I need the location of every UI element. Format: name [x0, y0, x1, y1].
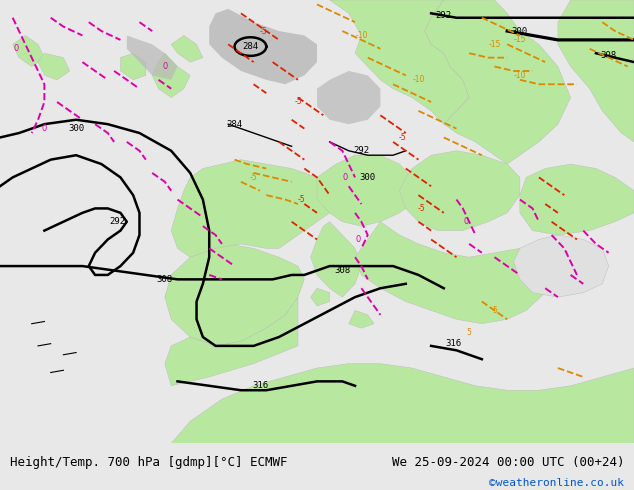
- Text: 300: 300: [512, 26, 528, 36]
- Polygon shape: [38, 53, 70, 80]
- Polygon shape: [317, 155, 418, 226]
- Text: ©weatheronline.co.uk: ©weatheronline.co.uk: [489, 478, 624, 488]
- Polygon shape: [317, 71, 380, 124]
- Text: 316: 316: [445, 339, 462, 348]
- Polygon shape: [514, 235, 609, 297]
- Text: -5: -5: [297, 195, 305, 204]
- Polygon shape: [311, 288, 330, 306]
- Text: 292: 292: [109, 217, 126, 226]
- Text: 0: 0: [162, 62, 167, 71]
- Text: -5: -5: [294, 98, 302, 106]
- Polygon shape: [165, 244, 304, 346]
- Text: 0: 0: [343, 173, 348, 182]
- Text: -5: -5: [250, 173, 257, 182]
- Text: 292: 292: [353, 147, 370, 155]
- Polygon shape: [171, 160, 336, 257]
- Text: 284: 284: [242, 42, 259, 51]
- Polygon shape: [520, 164, 634, 235]
- Polygon shape: [171, 35, 203, 62]
- Text: -5: -5: [259, 26, 267, 36]
- Text: 0: 0: [463, 217, 469, 226]
- Text: 300: 300: [68, 124, 84, 133]
- Text: 292: 292: [436, 11, 452, 20]
- Text: -10: -10: [355, 31, 368, 40]
- Text: 308: 308: [600, 51, 617, 60]
- Text: We 25-09-2024 00:00 UTC (00+24): We 25-09-2024 00:00 UTC (00+24): [392, 457, 624, 469]
- Polygon shape: [330, 0, 469, 124]
- Polygon shape: [127, 35, 178, 80]
- Polygon shape: [209, 9, 317, 84]
- Text: 0: 0: [42, 124, 47, 133]
- Text: 308: 308: [334, 266, 351, 275]
- Polygon shape: [165, 297, 298, 386]
- Polygon shape: [425, 0, 571, 164]
- Text: 308: 308: [157, 275, 173, 284]
- Text: 316: 316: [252, 381, 268, 391]
- Text: -5: -5: [399, 133, 406, 142]
- Text: -5: -5: [418, 204, 425, 213]
- Text: 284: 284: [226, 120, 243, 129]
- Text: -15: -15: [488, 40, 501, 49]
- Polygon shape: [311, 221, 361, 297]
- Text: 300: 300: [359, 173, 376, 182]
- Text: -15: -15: [514, 35, 526, 45]
- Text: Height/Temp. 700 hPa [gdmp][°C] ECMWF: Height/Temp. 700 hPa [gdmp][°C] ECMWF: [10, 457, 287, 469]
- Polygon shape: [558, 0, 634, 142]
- Text: 5: 5: [492, 306, 497, 315]
- Text: 0: 0: [13, 44, 18, 53]
- Polygon shape: [13, 35, 44, 67]
- Polygon shape: [399, 151, 520, 231]
- Text: -10: -10: [412, 75, 425, 84]
- Text: 5: 5: [467, 328, 472, 337]
- Polygon shape: [355, 221, 552, 324]
- Polygon shape: [152, 53, 190, 98]
- Polygon shape: [349, 311, 374, 328]
- Text: 0: 0: [356, 235, 361, 244]
- Polygon shape: [120, 53, 146, 80]
- Polygon shape: [171, 364, 634, 443]
- Text: -10: -10: [514, 71, 526, 80]
